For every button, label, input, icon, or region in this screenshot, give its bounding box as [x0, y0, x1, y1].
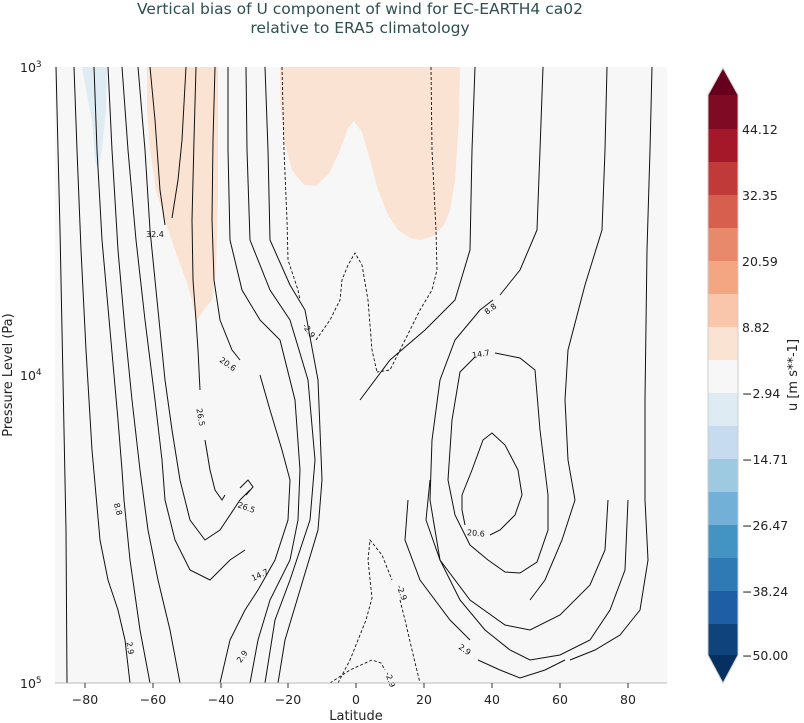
- colorbar-tick-label: 44.12: [742, 122, 778, 137]
- chart-title-line1: Vertical bias of U component of wind for…: [137, 0, 583, 18]
- contour-label: 20.6: [467, 528, 486, 539]
- chart-title: Vertical bias of U component of wind for…: [0, 0, 720, 38]
- colorbar-tick-label: −38.24: [742, 584, 788, 599]
- x-tick-label: −60: [140, 692, 166, 707]
- filled-contours: [82, 67, 460, 322]
- x-tick-label: 0: [352, 692, 360, 707]
- y-axis: 103 104 105 Pressure Level (Pa): [1, 60, 42, 691]
- negative-contour-lines: [281, 67, 438, 683]
- colorbar: 44.12 32.35 20.59 8.82 −2.94 −14.71 −26.…: [707, 66, 801, 685]
- contour-label: 32.4: [146, 230, 164, 239]
- contour-label: 2.9: [124, 641, 135, 655]
- colorbar-tick-label: −50.00: [742, 648, 788, 663]
- x-axis: −80 −60 −40 −20 0 20 40 60 80 Latitude: [72, 683, 636, 723]
- chart-title-line2: relative to ERA5 climatology: [250, 19, 470, 37]
- plot-area: [55, 67, 667, 683]
- contour-label: 14.7: [471, 348, 490, 360]
- colorbar-tick-label: 20.59: [742, 254, 778, 269]
- colorbar-tick-label: −2.94: [742, 386, 780, 401]
- x-tick-label: −40: [208, 692, 234, 707]
- colorbar-label: u [m s**-1]: [786, 339, 801, 411]
- x-axis-label: Latitude: [329, 709, 383, 723]
- contour-lines: [55, 67, 653, 683]
- colorbar-tick-label: 8.82: [742, 320, 770, 335]
- negative-bias-region: [82, 67, 107, 170]
- positive-bias-region-central: [280, 67, 460, 240]
- colorbar-extend-max: [708, 68, 738, 95]
- x-tick-label: 60: [552, 692, 568, 707]
- contour-label: 26.5: [194, 408, 206, 427]
- x-tick-label: 40: [484, 692, 500, 707]
- x-tick-label: 80: [620, 692, 636, 707]
- colorbar-tick-label: 32.35: [742, 188, 778, 203]
- contour-label: 8.8: [112, 502, 124, 517]
- y-tick-label: 103: [20, 60, 42, 75]
- x-tick-label: −80: [72, 692, 98, 707]
- colorbar-tick-label: −14.71: [742, 452, 788, 467]
- x-tick-label: 20: [416, 692, 432, 707]
- x-tick-label: −20: [275, 692, 301, 707]
- y-tick-label: 105: [20, 676, 42, 691]
- y-axis-label: Pressure Level (Pa): [1, 313, 16, 436]
- positive-bias-region-south: [147, 67, 218, 322]
- y-tick-label: 104: [20, 368, 42, 383]
- colorbar-tick-label: −26.47: [742, 518, 788, 533]
- colorbar-extend-min: [708, 655, 738, 683]
